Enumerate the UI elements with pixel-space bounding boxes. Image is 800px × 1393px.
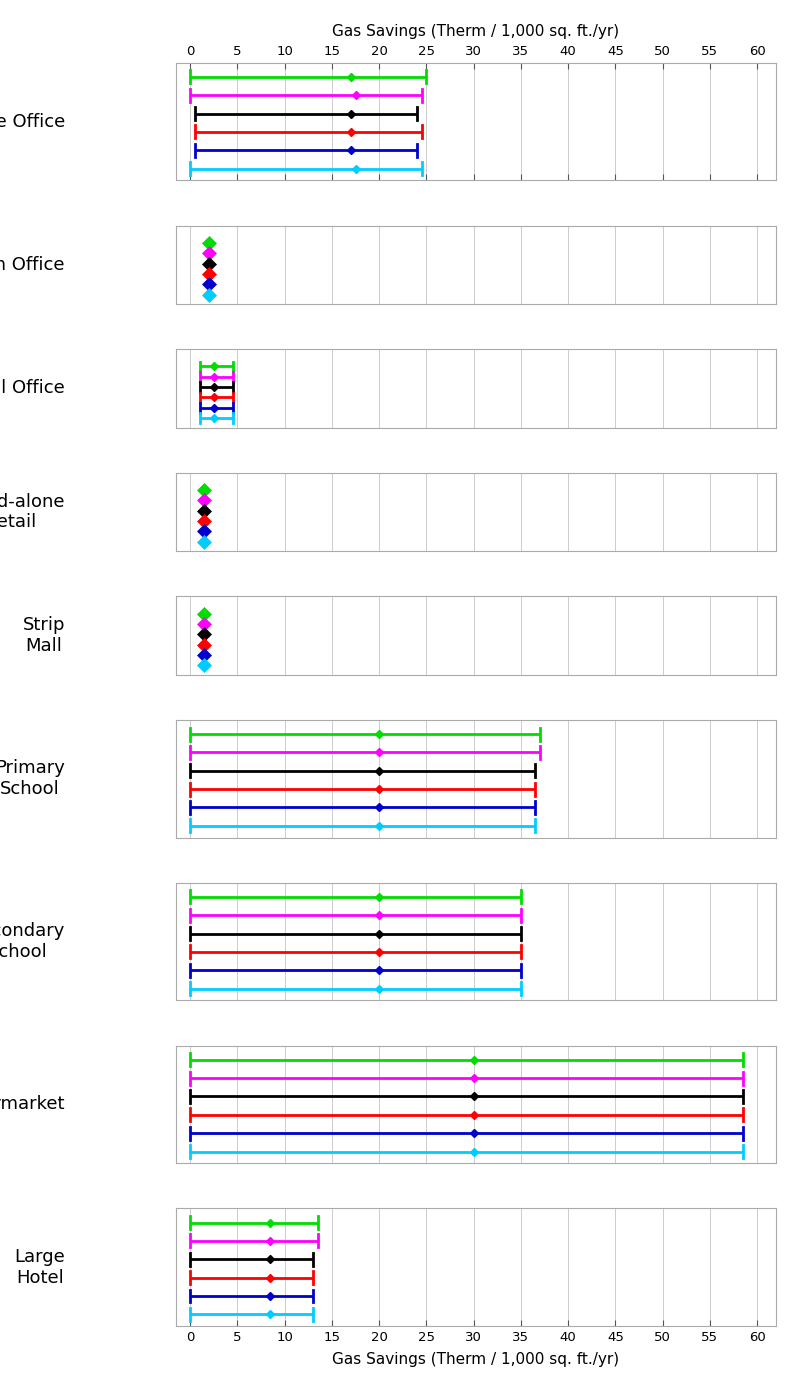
X-axis label: Gas Savings (Therm / 1,000 sq. ft./yr): Gas Savings (Therm / 1,000 sq. ft./yr) [333, 25, 619, 39]
Text: Strip
Mall: Strip Mall [22, 616, 65, 655]
Text: Large
Hotel: Large Hotel [14, 1248, 65, 1287]
Text: Medium Office: Medium Office [0, 256, 65, 274]
Text: Stand-alone
Retail: Stand-alone Retail [0, 493, 65, 531]
Text: Supermarket: Supermarket [0, 1095, 65, 1113]
Text: Primary
School: Primary School [0, 759, 65, 798]
Text: Large Office: Large Office [0, 113, 65, 131]
Text: Small Office: Small Office [0, 379, 65, 397]
X-axis label: Gas Savings (Therm / 1,000 sq. ft./yr): Gas Savings (Therm / 1,000 sq. ft./yr) [333, 1353, 619, 1368]
Text: Secondary
School: Secondary School [0, 922, 65, 961]
